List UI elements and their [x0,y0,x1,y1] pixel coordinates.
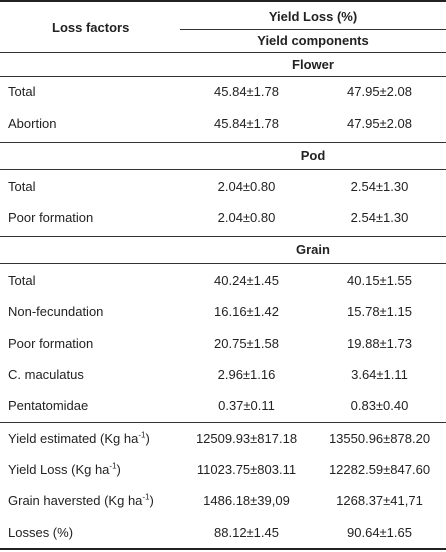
row-value-1: 40.24±1.45 [214,273,279,288]
summary-rule [0,422,446,423]
summary-value-2: 13550.96±878.20 [328,431,431,446]
bottom-rule [0,548,446,550]
top-rule [0,0,446,2]
row-value-2: 40.15±1.55 [347,273,412,288]
row-label: Non-fecundation [8,304,104,319]
row-value-1: 20.75±1.58 [214,336,279,351]
row-value-2: 47.95±2.08 [347,116,412,131]
row-label: Poor formation [8,210,94,225]
row-value-2: 15.78±1.15 [347,304,412,319]
section-rule-pod [0,169,446,170]
section-end-rule [0,142,446,143]
section-rule-grain [0,263,446,264]
header-rule [0,52,446,53]
summary-value-2: 90.64±1.65 [347,525,412,540]
summary-value-2: 12282.59±847.60 [328,462,431,477]
row-label: Total [8,179,36,194]
summary-value-1: 11023.75±803.11 [196,462,297,477]
row-value-2: 2.54±1.30 [350,210,409,225]
summary-label: Grain haversted (Kg ha-1) [8,492,154,508]
row-value-2: 3.64±1.11 [351,367,408,382]
row-value-1: 0.37±0.11 [218,398,275,413]
section-title-grain: Grain [296,242,330,257]
header-loss-factors: Loss factors [52,20,130,35]
row-value-1: 45.84±1.78 [214,84,279,99]
row-label: Pentatomidae [8,398,89,413]
row-label: Abortion [8,116,57,131]
section-rule-flower [0,76,446,77]
summary-value-1: 88.12±1.45 [214,525,279,540]
summary-label: Yield Loss (Kg ha-1) [8,461,121,477]
row-value-1: 2.04±0.80 [217,210,276,225]
section-title-flower: Flower [292,57,334,72]
section-title-pod: Pod [300,148,326,163]
header-yield-components: Yield components [257,33,369,48]
row-value-1: 2.04±0.80 [217,179,276,194]
summary-value-2: 1268.37±41,71 [336,493,423,508]
row-value-2: 19.88±1.73 [347,336,412,351]
row-value-1: 2.96±1.16 [217,367,276,382]
row-value-2: 2.54±1.30 [350,179,409,194]
row-value-1: 45.84±1.78 [214,116,279,131]
row-value-1: 16.16±1.42 [214,304,279,319]
summary-label: Yield estimated (Kg ha-1) [8,430,150,446]
row-value-2: 47.95±2.08 [347,84,412,99]
summary-label: Losses (%) [8,525,74,540]
header-yield-loss: Yield Loss (%) [268,9,358,24]
row-label: Poor formation [8,336,94,351]
row-label: Total [8,84,36,99]
row-label: C. maculatus [8,367,84,382]
summary-value-1: 12509.93±817.18 [195,431,298,446]
summary-value-1: 1486.18±39,09 [203,493,290,508]
row-value-2: 0.83±0.40 [350,398,409,413]
row-label: Total [8,273,36,288]
section-end-rule [0,236,446,237]
header-divider [180,29,446,30]
